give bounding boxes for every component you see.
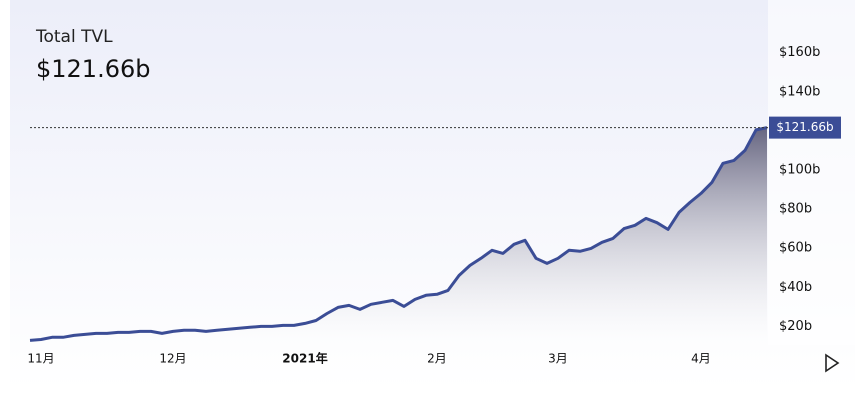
x-tick-label: 2021年: [282, 351, 327, 366]
axis-panel: [768, 0, 855, 345]
current-value: $121.66b: [36, 55, 150, 83]
x-tick-label: 11月: [27, 352, 54, 366]
x-tick-label: 3月: [548, 352, 568, 366]
x-tick-label: 2月: [427, 352, 447, 366]
y-tick-label: $140b: [779, 84, 820, 99]
y-tick-label: $100b: [779, 162, 820, 177]
chart-title: Total TVL: [35, 27, 113, 47]
x-tick-label: 12月: [159, 352, 186, 366]
y-tick-label: $20b: [779, 319, 812, 334]
y-tick-label: $60b: [779, 241, 812, 256]
area: [30, 127, 767, 342]
current-badge: [769, 116, 841, 139]
y-tick-label: $80b: [779, 202, 812, 217]
line: [29, 126, 768, 342]
y-tick-label: $160b: [779, 45, 820, 60]
x-tick-label: 4月: [691, 352, 711, 366]
play-button[interactable]: [825, 353, 840, 373]
current-label: $121.66b: [776, 120, 833, 134]
plot: $20b $40b $60b $80b $100b $140b $160b 11月 12月 202…: [27, 45, 841, 366]
y-tick-label: $40b: [779, 280, 812, 295]
